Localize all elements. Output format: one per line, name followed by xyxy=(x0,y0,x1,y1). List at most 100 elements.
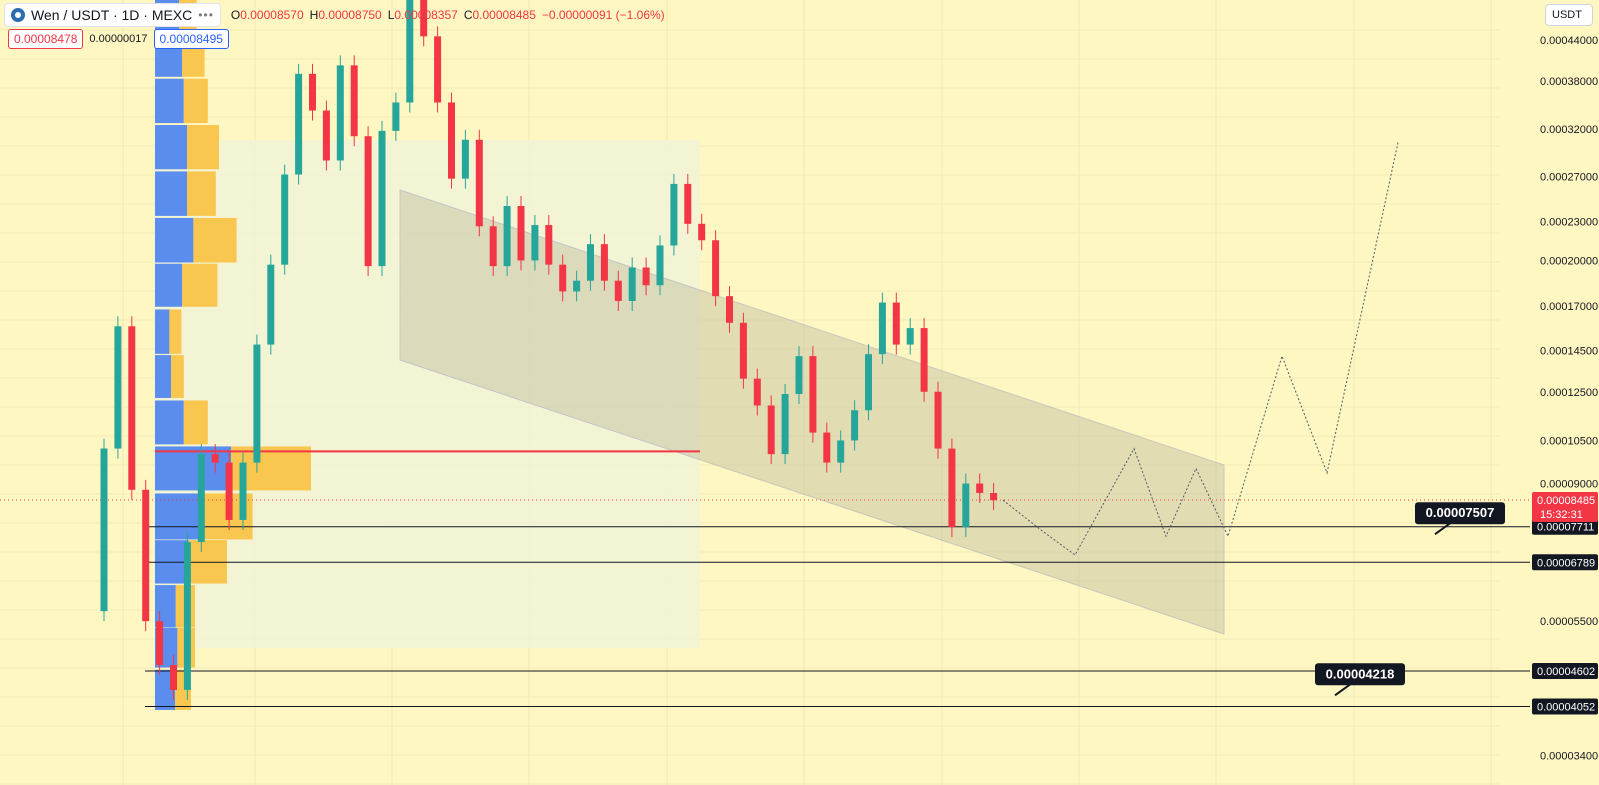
candle[interactable] xyxy=(420,0,428,37)
candle[interactable] xyxy=(406,0,414,103)
bid-ask-row: 0.00008478 0.00000017 0.00008495 xyxy=(8,29,229,49)
candle[interactable] xyxy=(600,244,608,281)
candle[interactable] xyxy=(156,621,164,666)
bid-price-button[interactable]: 0.00008478 xyxy=(8,29,84,49)
candle[interactable] xyxy=(906,328,914,345)
candle[interactable] xyxy=(364,136,372,267)
open-label: O xyxy=(230,8,241,22)
more-dots-icon[interactable]: ••• xyxy=(198,8,214,22)
price-axis-tick: 0.00010500 xyxy=(1540,435,1598,447)
candle[interactable] xyxy=(823,432,831,463)
candle[interactable] xyxy=(531,225,539,261)
price-axis-tick: 0.00044000 xyxy=(1540,35,1598,47)
candle[interactable] xyxy=(698,223,706,241)
candle[interactable] xyxy=(726,296,733,323)
candle[interactable] xyxy=(920,328,928,392)
candle[interactable] xyxy=(267,264,275,345)
candle[interactable] xyxy=(670,183,678,246)
price-axis-tick: 0.00038000 xyxy=(1540,76,1598,88)
candle[interactable] xyxy=(614,280,622,301)
low-value: 0.00008357 xyxy=(394,8,458,22)
volume-profile-bar-up xyxy=(155,585,176,628)
candle[interactable] xyxy=(809,356,817,433)
candle[interactable] xyxy=(753,378,761,406)
candle[interactable] xyxy=(322,110,330,161)
volume-profile-bar-up xyxy=(155,493,203,540)
candle[interactable] xyxy=(336,65,344,161)
candle[interactable] xyxy=(990,493,998,501)
candle[interactable] xyxy=(197,454,205,543)
volume-profile-bar-down xyxy=(169,309,182,354)
candle[interactable] xyxy=(503,206,511,267)
candle[interactable] xyxy=(225,462,233,520)
price-callout[interactable]: 0.00004218 xyxy=(1315,663,1405,697)
candle[interactable] xyxy=(976,483,984,494)
candle[interactable] xyxy=(239,462,247,520)
price-line-label: 0.00007711 xyxy=(1537,522,1594,534)
candle[interactable] xyxy=(128,326,136,490)
candle[interactable] xyxy=(142,489,150,622)
candle[interactable] xyxy=(795,356,803,394)
price-axis[interactable]: 0.00044000 0.00038000 0.00032000 0.00027000… xyxy=(1532,35,1598,763)
ask-price-button[interactable]: 0.00008495 xyxy=(153,29,229,49)
candle[interactable] xyxy=(573,280,581,292)
candle[interactable] xyxy=(183,542,191,690)
candle[interactable] xyxy=(489,226,497,267)
price-axis-tick: 0.00020000 xyxy=(1540,255,1598,267)
projection-path[interactable] xyxy=(1002,142,1399,556)
symbol-box[interactable]: Wen / USDT · 1D · MEXC ••• xyxy=(4,3,221,27)
candle[interactable] xyxy=(781,393,789,455)
last-price-label-box xyxy=(1532,492,1598,522)
candle[interactable] xyxy=(461,139,469,179)
candle[interactable] xyxy=(448,102,455,179)
candles[interactable] xyxy=(100,0,998,700)
price-axis-tick: 0.00027000 xyxy=(1540,172,1598,184)
candle[interactable] xyxy=(656,245,664,286)
candle[interactable] xyxy=(517,206,525,261)
candle[interactable] xyxy=(684,183,692,224)
candle[interactable] xyxy=(475,139,483,227)
candle[interactable] xyxy=(114,326,122,449)
candle[interactable] xyxy=(350,65,358,137)
volume-profile-bar-up xyxy=(155,171,187,216)
candle[interactable] xyxy=(642,267,650,286)
candle[interactable] xyxy=(253,344,261,463)
candle[interactable] xyxy=(962,483,970,528)
callout-box xyxy=(1415,502,1505,525)
candle[interactable] xyxy=(948,448,956,528)
candle[interactable] xyxy=(767,405,775,455)
candle[interactable] xyxy=(295,73,303,175)
currency-button[interactable]: USDT xyxy=(1545,4,1593,26)
price-line-label: 0.00004052 xyxy=(1537,702,1595,714)
candle[interactable] xyxy=(545,225,553,265)
volume-profile-bar-up xyxy=(155,309,170,354)
candle[interactable] xyxy=(378,130,386,267)
candle[interactable] xyxy=(851,410,859,441)
candle[interactable] xyxy=(712,240,720,297)
candle[interactable] xyxy=(934,391,942,449)
candle[interactable] xyxy=(309,73,316,111)
candle[interactable] xyxy=(434,36,442,103)
candle[interactable] xyxy=(892,302,900,345)
volume-profile-bar-down xyxy=(183,78,208,124)
price-line-label-box xyxy=(1532,662,1598,679)
candle[interactable] xyxy=(170,665,177,690)
price-callout[interactable]: 0.00007507 xyxy=(1415,502,1505,536)
candle[interactable] xyxy=(878,302,886,355)
candle[interactable] xyxy=(628,267,636,301)
candle[interactable] xyxy=(587,244,594,281)
callout-label: 0.00004218 xyxy=(1326,666,1395,681)
volume-profile-bar-up xyxy=(155,263,183,307)
candle[interactable] xyxy=(559,264,567,292)
candle[interactable] xyxy=(211,454,219,463)
candle[interactable] xyxy=(392,102,400,131)
symbol-title[interactable]: Wen / USDT · 1D · MEXC xyxy=(31,7,193,23)
candle[interactable] xyxy=(739,322,747,379)
candle[interactable] xyxy=(281,174,289,265)
candle[interactable] xyxy=(837,440,845,463)
price-lines[interactable] xyxy=(145,526,1530,708)
candle[interactable] xyxy=(100,448,108,612)
candle[interactable] xyxy=(865,354,872,411)
close-label: C xyxy=(463,8,473,22)
